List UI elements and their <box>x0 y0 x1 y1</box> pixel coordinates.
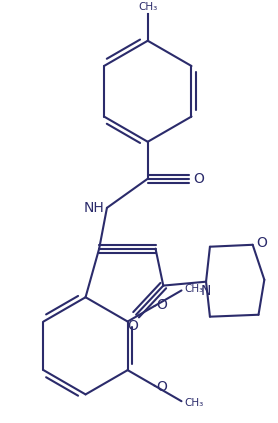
Text: NH: NH <box>83 201 104 215</box>
Text: CH₃: CH₃ <box>138 2 157 11</box>
Text: O: O <box>193 172 204 186</box>
Text: O: O <box>257 236 267 250</box>
Text: N: N <box>201 284 211 298</box>
Text: O: O <box>156 379 167 394</box>
Text: O: O <box>156 298 167 312</box>
Text: CH₃: CH₃ <box>184 398 203 408</box>
Text: O: O <box>127 319 138 332</box>
Text: CH₃: CH₃ <box>184 284 203 294</box>
